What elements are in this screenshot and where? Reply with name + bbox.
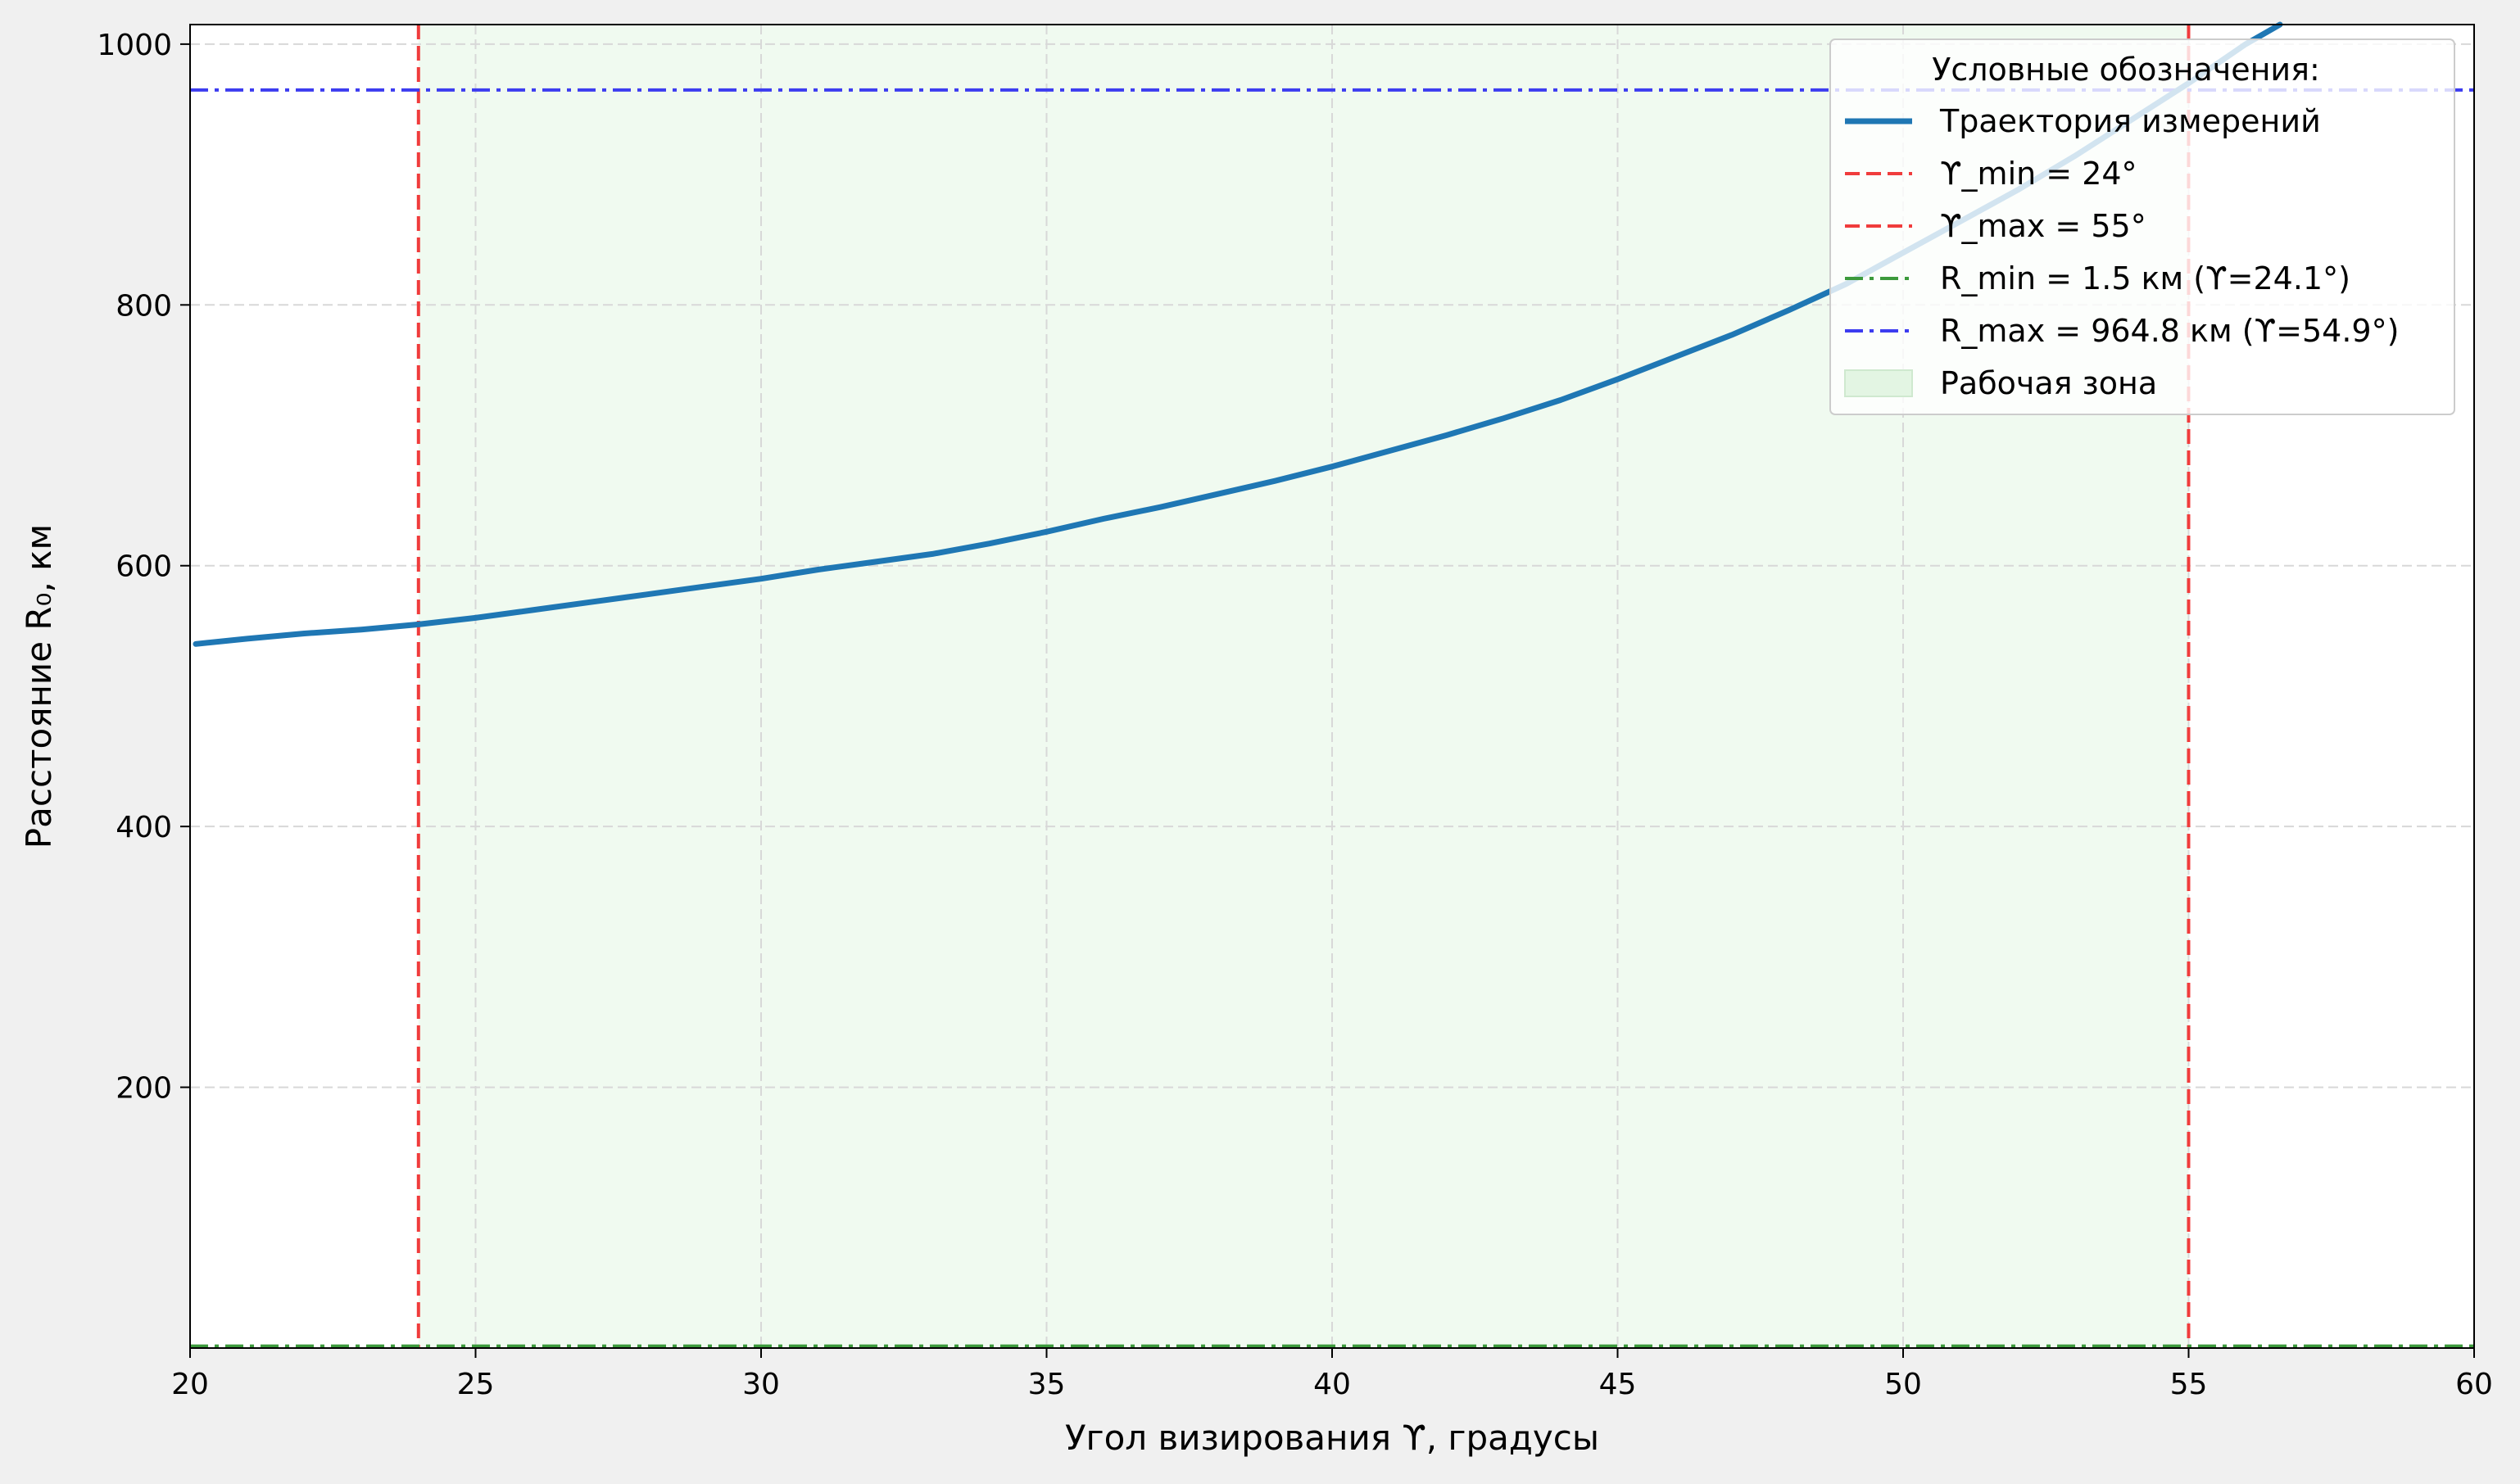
x-tick-label: 40 bbox=[1313, 1368, 1351, 1401]
x-axis-ticks: 20 25 30 35 40 45 50 55 60 bbox=[171, 1348, 2493, 1401]
x-axis-label: Угол визирования ϒ, градусы bbox=[1065, 1418, 1599, 1458]
legend-entry-label: Рабочая зона bbox=[1940, 365, 2157, 401]
legend-swatch bbox=[1844, 369, 1913, 397]
legend-entry-label: ϒ_max = 55° bbox=[1940, 208, 2146, 244]
y-tick-label: 600 bbox=[116, 550, 172, 584]
x-tick-label: 25 bbox=[457, 1368, 495, 1401]
legend-box bbox=[1829, 38, 2455, 415]
x-tick-label: 50 bbox=[1884, 1368, 1922, 1401]
x-tick-label: 60 bbox=[2455, 1368, 2493, 1401]
legend-entry-label: R_max = 964.8 км (ϒ=54.9°) bbox=[1940, 313, 2399, 349]
y-tick-label: 400 bbox=[116, 811, 172, 844]
x-tick-label: 35 bbox=[1028, 1368, 1066, 1401]
legend-title: Условные обозначения: bbox=[1932, 52, 2320, 88]
x-tick-label: 45 bbox=[1599, 1368, 1637, 1401]
y-tick-label: 800 bbox=[116, 289, 172, 323]
x-tick-label: 20 bbox=[171, 1368, 209, 1401]
x-tick-label: 30 bbox=[742, 1368, 780, 1401]
y-tick-label: 200 bbox=[116, 1072, 172, 1106]
y-axis-ticks: 200 400 600 800 1000 bbox=[97, 29, 190, 1106]
legend-entry-label: Траектория измерений bbox=[1939, 103, 2321, 139]
legend-entry-label: ϒ_min = 24° bbox=[1940, 156, 2137, 192]
y-axis-label: Расстояние R₀, км bbox=[19, 524, 59, 848]
legend-entry-label: R_min = 1.5 км (ϒ=24.1°) bbox=[1940, 260, 2350, 296]
x-tick-label: 55 bbox=[2170, 1368, 2208, 1401]
legend: Условные обозначения: Траектория измерен… bbox=[1829, 38, 2455, 415]
y-tick-label: 1000 bbox=[97, 29, 172, 62]
